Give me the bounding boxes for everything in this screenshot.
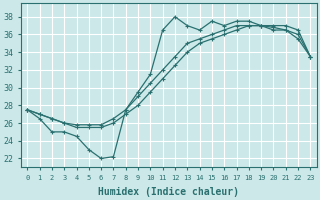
- X-axis label: Humidex (Indice chaleur): Humidex (Indice chaleur): [98, 186, 239, 197]
